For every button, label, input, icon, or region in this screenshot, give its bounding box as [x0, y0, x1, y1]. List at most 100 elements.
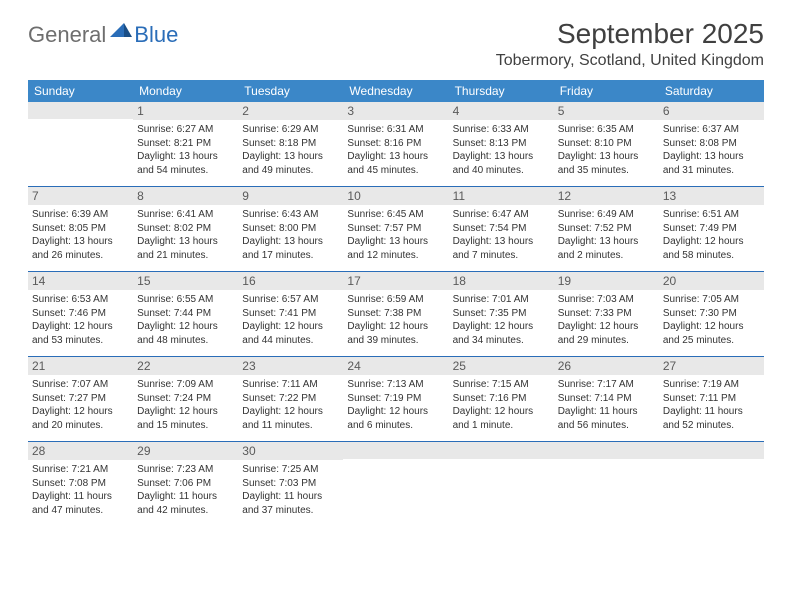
day-day2: and 1 minute.	[453, 419, 550, 433]
day-sunrise: Sunrise: 6:51 AM	[663, 208, 760, 222]
day-day2: and 15 minutes.	[137, 419, 234, 433]
day-day1: Daylight: 13 hours	[453, 150, 550, 164]
day-number: 8	[133, 187, 238, 205]
weekday-header: Saturday	[659, 80, 764, 102]
header: General Blue September 2025 Tobermory, S…	[28, 18, 764, 70]
calendar-grid: Sunday Monday Tuesday Wednesday Thursday…	[28, 80, 764, 526]
day-sunrise: Sunrise: 7:17 AM	[558, 378, 655, 392]
day-sunrise: Sunrise: 7:13 AM	[347, 378, 444, 392]
day-number: 29	[133, 442, 238, 460]
day-cell: 11Sunrise: 6:47 AMSunset: 7:54 PMDayligh…	[449, 187, 554, 271]
day-day1: Daylight: 12 hours	[137, 320, 234, 334]
day-sunrise: Sunrise: 6:39 AM	[32, 208, 129, 222]
empty-day-header	[659, 442, 764, 459]
day-cell: 6Sunrise: 6:37 AMSunset: 8:08 PMDaylight…	[659, 102, 764, 186]
day-sunrise: Sunrise: 6:47 AM	[453, 208, 550, 222]
day-sunrise: Sunrise: 6:57 AM	[242, 293, 339, 307]
day-sunset: Sunset: 8:08 PM	[663, 137, 760, 151]
day-sunset: Sunset: 7:52 PM	[558, 222, 655, 236]
day-sunrise: Sunrise: 7:03 AM	[558, 293, 655, 307]
location: Tobermory, Scotland, United Kingdom	[496, 52, 764, 70]
day-day1: Daylight: 13 hours	[137, 150, 234, 164]
day-day1: Daylight: 12 hours	[453, 405, 550, 419]
day-day2: and 49 minutes.	[242, 164, 339, 178]
day-cell: 25Sunrise: 7:15 AMSunset: 7:16 PMDayligh…	[449, 357, 554, 441]
day-sunset: Sunset: 7:57 PM	[347, 222, 444, 236]
weekday-header: Friday	[554, 80, 659, 102]
day-cell: 17Sunrise: 6:59 AMSunset: 7:38 PMDayligh…	[343, 272, 448, 356]
day-sunrise: Sunrise: 6:33 AM	[453, 123, 550, 137]
day-sunset: Sunset: 7:38 PM	[347, 307, 444, 321]
day-day2: and 42 minutes.	[137, 504, 234, 518]
day-day2: and 40 minutes.	[453, 164, 550, 178]
day-number: 7	[28, 187, 133, 205]
day-number: 24	[343, 357, 448, 375]
day-day1: Daylight: 13 hours	[32, 235, 129, 249]
day-cell	[343, 442, 448, 526]
day-number: 18	[449, 272, 554, 290]
day-sunset: Sunset: 7:54 PM	[453, 222, 550, 236]
day-number: 12	[554, 187, 659, 205]
day-day2: and 7 minutes.	[453, 249, 550, 263]
day-sunset: Sunset: 7:19 PM	[347, 392, 444, 406]
day-day1: Daylight: 13 hours	[242, 235, 339, 249]
day-day1: Daylight: 12 hours	[663, 320, 760, 334]
day-number: 3	[343, 102, 448, 120]
day-day1: Daylight: 12 hours	[137, 405, 234, 419]
day-sunset: Sunset: 8:13 PM	[453, 137, 550, 151]
day-sunset: Sunset: 8:21 PM	[137, 137, 234, 151]
day-cell: 23Sunrise: 7:11 AMSunset: 7:22 PMDayligh…	[238, 357, 343, 441]
day-cell: 15Sunrise: 6:55 AMSunset: 7:44 PMDayligh…	[133, 272, 238, 356]
day-cell: 3Sunrise: 6:31 AMSunset: 8:16 PMDaylight…	[343, 102, 448, 186]
day-day1: Daylight: 12 hours	[242, 320, 339, 334]
day-sunrise: Sunrise: 6:41 AM	[137, 208, 234, 222]
day-day2: and 20 minutes.	[32, 419, 129, 433]
day-cell: 12Sunrise: 6:49 AMSunset: 7:52 PMDayligh…	[554, 187, 659, 271]
day-day1: Daylight: 13 hours	[558, 150, 655, 164]
day-number: 19	[554, 272, 659, 290]
day-day1: Daylight: 11 hours	[663, 405, 760, 419]
day-day2: and 44 minutes.	[242, 334, 339, 348]
day-number: 28	[28, 442, 133, 460]
day-day1: Daylight: 13 hours	[347, 150, 444, 164]
day-day2: and 52 minutes.	[663, 419, 760, 433]
day-sunrise: Sunrise: 7:07 AM	[32, 378, 129, 392]
day-sunrise: Sunrise: 7:25 AM	[242, 463, 339, 477]
weekday-header: Sunday	[28, 80, 133, 102]
day-cell: 18Sunrise: 7:01 AMSunset: 7:35 PMDayligh…	[449, 272, 554, 356]
day-number: 30	[238, 442, 343, 460]
day-day2: and 56 minutes.	[558, 419, 655, 433]
day-cell: 30Sunrise: 7:25 AMSunset: 7:03 PMDayligh…	[238, 442, 343, 526]
day-day1: Daylight: 12 hours	[663, 235, 760, 249]
week-row: 7Sunrise: 6:39 AMSunset: 8:05 PMDaylight…	[28, 187, 764, 272]
month-title: September 2025	[496, 18, 764, 50]
day-number: 26	[554, 357, 659, 375]
empty-day-header	[28, 102, 133, 119]
day-cell: 5Sunrise: 6:35 AMSunset: 8:10 PMDaylight…	[554, 102, 659, 186]
day-day2: and 12 minutes.	[347, 249, 444, 263]
day-cell: 20Sunrise: 7:05 AMSunset: 7:30 PMDayligh…	[659, 272, 764, 356]
day-cell: 24Sunrise: 7:13 AMSunset: 7:19 PMDayligh…	[343, 357, 448, 441]
day-day2: and 48 minutes.	[137, 334, 234, 348]
day-number: 14	[28, 272, 133, 290]
day-sunset: Sunset: 7:24 PM	[137, 392, 234, 406]
weekday-header: Wednesday	[343, 80, 448, 102]
day-sunrise: Sunrise: 7:09 AM	[137, 378, 234, 392]
day-cell: 13Sunrise: 6:51 AMSunset: 7:49 PMDayligh…	[659, 187, 764, 271]
day-number: 6	[659, 102, 764, 120]
logo-text-blue: Blue	[134, 22, 178, 48]
day-day2: and 37 minutes.	[242, 504, 339, 518]
day-day1: Daylight: 12 hours	[558, 320, 655, 334]
weekday-header: Thursday	[449, 80, 554, 102]
day-sunset: Sunset: 8:02 PM	[137, 222, 234, 236]
day-day1: Daylight: 11 hours	[137, 490, 234, 504]
title-block: September 2025 Tobermory, Scotland, Unit…	[496, 18, 764, 70]
day-sunset: Sunset: 8:00 PM	[242, 222, 339, 236]
day-sunrise: Sunrise: 6:27 AM	[137, 123, 234, 137]
week-row: 21Sunrise: 7:07 AMSunset: 7:27 PMDayligh…	[28, 357, 764, 442]
day-day2: and 47 minutes.	[32, 504, 129, 518]
day-day2: and 21 minutes.	[137, 249, 234, 263]
day-number: 10	[343, 187, 448, 205]
logo-mark-icon	[110, 23, 132, 41]
day-day1: Daylight: 12 hours	[32, 320, 129, 334]
